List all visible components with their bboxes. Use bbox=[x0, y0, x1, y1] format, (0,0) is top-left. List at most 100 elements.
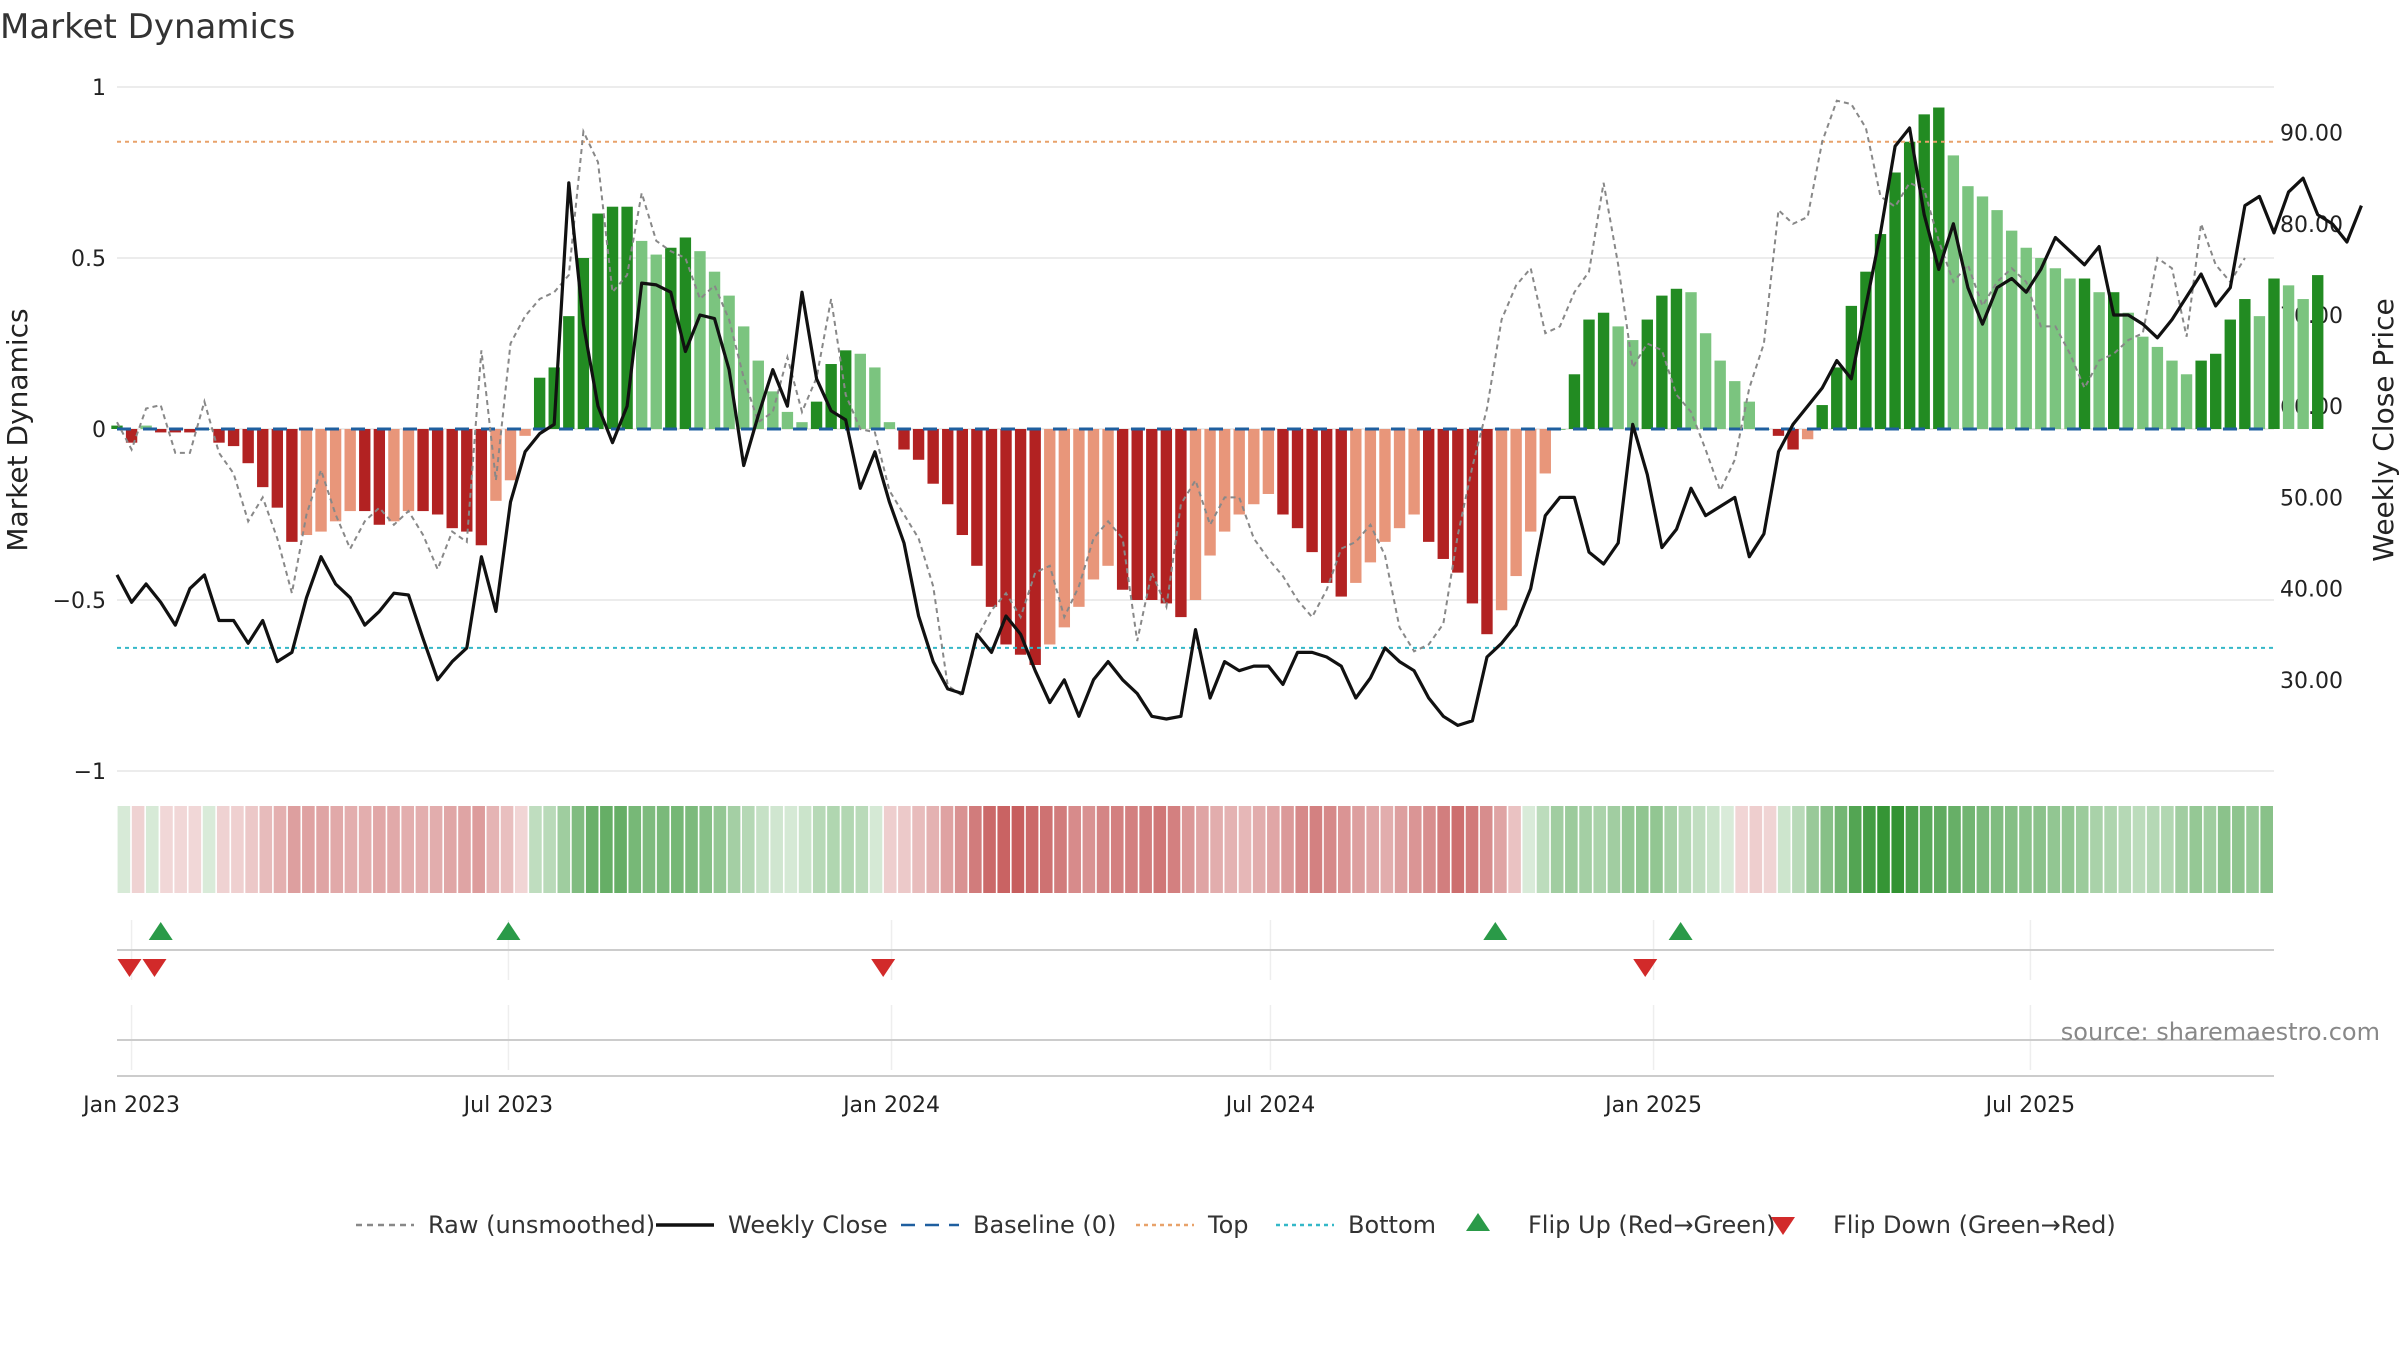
regime-cell bbox=[1550, 806, 1564, 893]
dynamics-bar bbox=[723, 295, 735, 429]
regime-cell bbox=[1664, 806, 1677, 893]
dynamics-bar bbox=[2268, 278, 2280, 429]
regime-cell bbox=[557, 806, 571, 893]
regime-cell bbox=[954, 806, 968, 893]
legend: Raw (unsmoothed) Weekly Close Baseline (0)… bbox=[356, 1211, 2116, 1239]
regime-cell bbox=[2061, 806, 2075, 893]
regime-cell bbox=[1196, 806, 1209, 893]
regime-cell bbox=[1451, 806, 1465, 893]
flip-up-marker bbox=[148, 922, 173, 940]
regime-cell bbox=[401, 806, 415, 893]
dynamics-bar bbox=[1408, 429, 1420, 515]
regime-cell bbox=[1565, 806, 1578, 893]
legend-item: Top bbox=[1136, 1211, 1249, 1239]
regime-cell bbox=[1536, 806, 1550, 893]
regime-strip bbox=[117, 806, 2273, 893]
regime-cell bbox=[642, 806, 656, 893]
regime-cell bbox=[1820, 806, 1834, 893]
dynamics-bar bbox=[1131, 429, 1143, 600]
dynamics-bar bbox=[942, 429, 954, 505]
regime-cell bbox=[1238, 806, 1252, 893]
reference-lines bbox=[117, 140, 2274, 649]
dynamics-bar bbox=[1350, 429, 1362, 583]
dynamics-bar bbox=[417, 429, 429, 512]
legend-label: Flip Up (Red→Green) bbox=[1528, 1211, 1776, 1239]
dynamics-bar bbox=[431, 429, 444, 515]
dynamics-bar bbox=[169, 429, 181, 433]
regime-cell bbox=[543, 806, 556, 893]
regime-cell bbox=[2090, 806, 2103, 893]
dynamics-bar bbox=[1889, 172, 1901, 429]
regime-cell bbox=[1068, 806, 1081, 893]
regime-cell bbox=[2203, 806, 2217, 893]
dynamics-bar bbox=[242, 429, 254, 464]
dynamics-bar bbox=[883, 422, 896, 429]
dynamics-bar bbox=[1641, 319, 1653, 429]
regime-cell bbox=[188, 806, 202, 893]
dynamics-bar bbox=[271, 429, 284, 508]
left-tick-label: −1 bbox=[74, 760, 106, 785]
regime-cell bbox=[997, 806, 1011, 893]
regime-cell bbox=[2047, 806, 2061, 893]
legend-label: Bottom bbox=[1348, 1211, 1436, 1239]
dynamics-bar bbox=[1845, 305, 1858, 429]
flip-up-marker bbox=[496, 922, 521, 940]
regime-cell bbox=[1125, 806, 1138, 893]
regime-cell bbox=[131, 806, 145, 893]
regime-cell bbox=[1479, 806, 1493, 893]
regime-cell bbox=[571, 806, 585, 893]
regime-cell bbox=[1494, 806, 1507, 893]
regime-cell bbox=[1919, 806, 1933, 893]
regime-cell bbox=[2075, 806, 2089, 893]
dynamics-bar bbox=[1801, 429, 1814, 440]
dynamics-bar bbox=[1204, 429, 1216, 556]
regime-cell bbox=[2161, 806, 2174, 893]
regime-cell bbox=[1153, 806, 1167, 893]
flip-down-marker bbox=[1633, 959, 1658, 977]
dynamics-bar bbox=[2312, 275, 2324, 429]
x-tick-label: Jul 2025 bbox=[1984, 1093, 2076, 1118]
dynamics-bar bbox=[1670, 288, 1683, 429]
regime-cell bbox=[287, 806, 301, 893]
regime-cell bbox=[1650, 806, 1663, 893]
regime-cell bbox=[1706, 806, 1720, 893]
dynamics-bar bbox=[825, 364, 837, 429]
dynamics-bar bbox=[1218, 429, 1231, 532]
regime-cell bbox=[770, 806, 783, 893]
regime-cell bbox=[2260, 806, 2273, 893]
flip-down-marker bbox=[117, 959, 142, 977]
dynamics-bar bbox=[2210, 353, 2222, 429]
regime-cell bbox=[514, 806, 528, 893]
dynamics-bar bbox=[1262, 429, 1275, 494]
dynamics-bar bbox=[854, 353, 866, 429]
regime-cell bbox=[1167, 806, 1181, 893]
regime-cell bbox=[784, 806, 798, 893]
regime-cell bbox=[1863, 806, 1876, 893]
dynamics-bar bbox=[752, 360, 764, 429]
regime-cell bbox=[1082, 806, 1096, 893]
regime-cell bbox=[926, 806, 940, 893]
dynamics-bar bbox=[1816, 405, 1828, 429]
regime-cell bbox=[1423, 806, 1436, 893]
regime-cell bbox=[1934, 806, 1947, 893]
regime-cell bbox=[302, 806, 315, 893]
dynamics-bar bbox=[1102, 429, 1114, 566]
dynamics-bar bbox=[504, 429, 517, 481]
dynamics-bar bbox=[927, 429, 939, 484]
flip-markers bbox=[117, 920, 2274, 1077]
dynamics-bar bbox=[2166, 360, 2178, 429]
dynamics-bar bbox=[1437, 429, 1449, 559]
dynamics-bar bbox=[2137, 336, 2149, 429]
dynamics-bar bbox=[956, 429, 968, 536]
dynamics-bar bbox=[2282, 285, 2295, 429]
dynamics-bar bbox=[140, 425, 152, 429]
dynamics-bar bbox=[1714, 360, 1726, 429]
regime-cell bbox=[1338, 806, 1351, 893]
dynamics-bar bbox=[738, 326, 750, 429]
dynamics-bar bbox=[1612, 326, 1624, 429]
dynamics-bar bbox=[708, 271, 721, 429]
dynamics-bar bbox=[2005, 230, 2018, 429]
dynamics-bar bbox=[1568, 374, 1581, 429]
dynamics-bar bbox=[1277, 429, 1289, 515]
dynamics-bar bbox=[912, 429, 925, 460]
